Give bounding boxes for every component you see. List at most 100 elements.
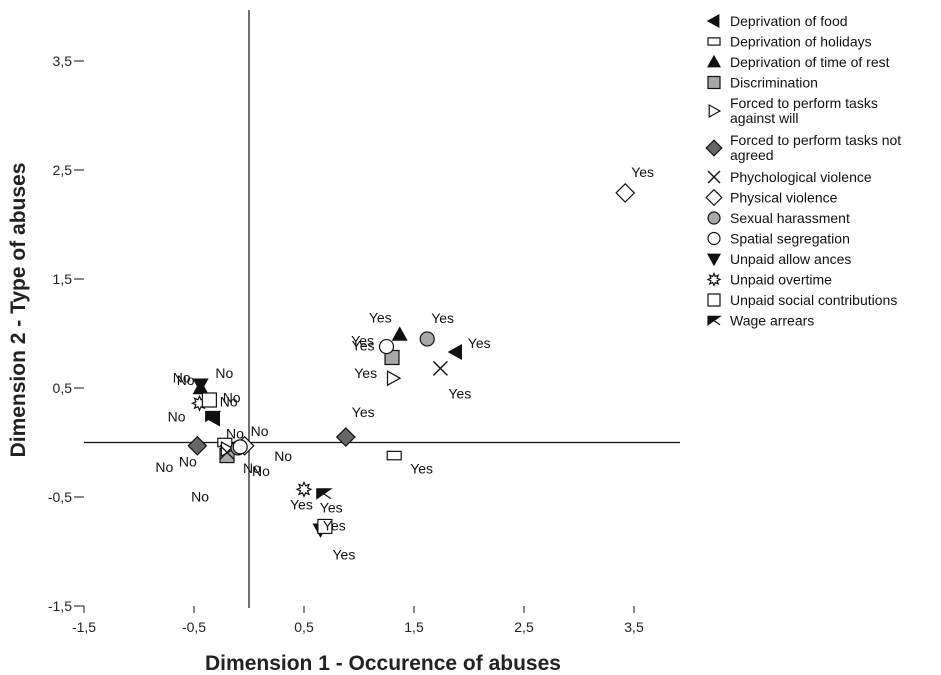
data-point [232, 439, 248, 455]
data-point [317, 518, 333, 535]
point-label: No [168, 408, 186, 424]
legend-marker [706, 271, 722, 288]
legend-marker [707, 211, 721, 225]
legend-label: Unpaid social contributions [730, 292, 897, 308]
x-tick-label: 0,5 [294, 619, 314, 635]
point-label: No [274, 448, 292, 464]
point-label: Yes [431, 310, 454, 326]
x-tick-label: -1,5 [72, 619, 96, 635]
point-label: No [252, 463, 270, 479]
legend-item: Deprivation of time of rest [706, 54, 890, 70]
x-tick-label: -0,5 [182, 619, 206, 635]
y-tick-label: 0,5 [53, 380, 73, 396]
legend-label: Unpaid allow ances [730, 251, 851, 267]
legend-label: Unpaid overtime [730, 272, 832, 288]
data-point [615, 182, 636, 203]
legend-item: Unpaid overtime [706, 271, 832, 288]
legend-marker [707, 37, 721, 46]
data-point [316, 488, 333, 500]
legend-marker [707, 170, 721, 184]
legend-label: Deprivation of time of rest [730, 54, 890, 70]
y-tick-label: -1,5 [48, 598, 72, 614]
point-label: Yes [333, 547, 356, 563]
legend-label: Forced to perform tasks not [730, 132, 901, 148]
points-group [187, 182, 636, 538]
data-point [447, 344, 462, 361]
data-point [432, 360, 448, 376]
ticks-group: -1,5 -0,5 0,5 1,5 2,5 3,5 -1,5 -0,5 0,5 1,5 2,5 3,5 [48, 53, 644, 635]
point-label: No [177, 372, 195, 388]
point-labels-group: No Yes No Yes No Yes No Yes No Yes No Yes No Yes No Yes… [155, 164, 654, 563]
point-label: No [179, 454, 197, 470]
y-tick-label: -0,5 [48, 489, 72, 505]
legend-item: Unpaid allow ances [706, 251, 851, 267]
point-label: No [155, 459, 173, 475]
legend-marker [707, 315, 722, 326]
point-label: No [251, 423, 269, 439]
axes-group [84, 10, 680, 608]
legend-marker [706, 253, 722, 267]
data-point [295, 480, 313, 498]
point-label: Yes [320, 500, 343, 516]
legend-label: Deprivation of food [730, 13, 848, 29]
legend-item: Discrimination [707, 75, 818, 91]
y-tick-label: 1,5 [53, 271, 73, 287]
legend-marker [707, 293, 721, 307]
point-label: Yes [352, 338, 375, 354]
legend-marker [705, 188, 723, 207]
legend-label: Physical violence [730, 190, 838, 206]
data-point [419, 331, 435, 347]
legend-marker [707, 75, 721, 90]
data-point [391, 326, 408, 341]
legend-item: Deprivation of food [706, 13, 848, 29]
y-tick-label: 3,5 [53, 53, 73, 69]
point-label: Yes [351, 332, 374, 348]
legend-label: Forced to perform tasks [730, 95, 878, 111]
point-label: No [243, 460, 261, 476]
x-tick-label: 3,5 [624, 619, 644, 635]
y-axis-title: Dimension 2 - Type of abuses [7, 163, 30, 458]
point-label: Yes [369, 310, 392, 326]
point-label: Yes [290, 496, 313, 512]
legend-item: Deprivation of holidays [707, 34, 872, 50]
point-label: Yes [352, 404, 375, 420]
legend-marker [705, 139, 723, 157]
legend-item: Sexual harassment [707, 210, 850, 226]
data-point [201, 392, 217, 408]
data-point [187, 435, 208, 456]
legend-item: Phychological violence [707, 169, 872, 185]
point-label: Yes [468, 335, 491, 351]
point-label: No [226, 425, 244, 441]
legend-item: Physical violence [705, 188, 838, 207]
x-axis-title: Dimension 1 - Occurence of abuses [205, 652, 561, 675]
point-label: No [223, 389, 241, 405]
legend-item: Wage arrears [707, 313, 814, 329]
legend-marker [708, 103, 722, 119]
data-point [205, 410, 222, 423]
data-point [386, 370, 402, 387]
legend-label: Spatial segregation [730, 231, 850, 247]
legend-marker [707, 231, 721, 246]
legend-marker [706, 54, 722, 68]
legend-label: Sexual harassment [730, 210, 850, 226]
legend-label: Phychological violence [730, 169, 872, 185]
data-point [386, 450, 402, 461]
point-label: Yes [410, 461, 433, 477]
x-tick-label: 1,5 [404, 619, 424, 635]
point-label: Yes [323, 517, 346, 533]
legend-marker [706, 13, 720, 29]
legend-label: against will [730, 110, 798, 126]
point-label: No [191, 489, 209, 505]
point-label: Yes [354, 365, 377, 381]
x-tick-label: 2,5 [514, 619, 534, 635]
data-point [192, 378, 209, 393]
legend-label: agreed [730, 147, 774, 163]
legend: Deprivation of food Deprivation of holida… [705, 13, 901, 329]
point-label: Yes [631, 164, 654, 180]
legend-item: Unpaid social contributions [707, 292, 897, 308]
point-label: Yes [448, 385, 471, 401]
legend-item: Spatial segregation [707, 231, 850, 247]
